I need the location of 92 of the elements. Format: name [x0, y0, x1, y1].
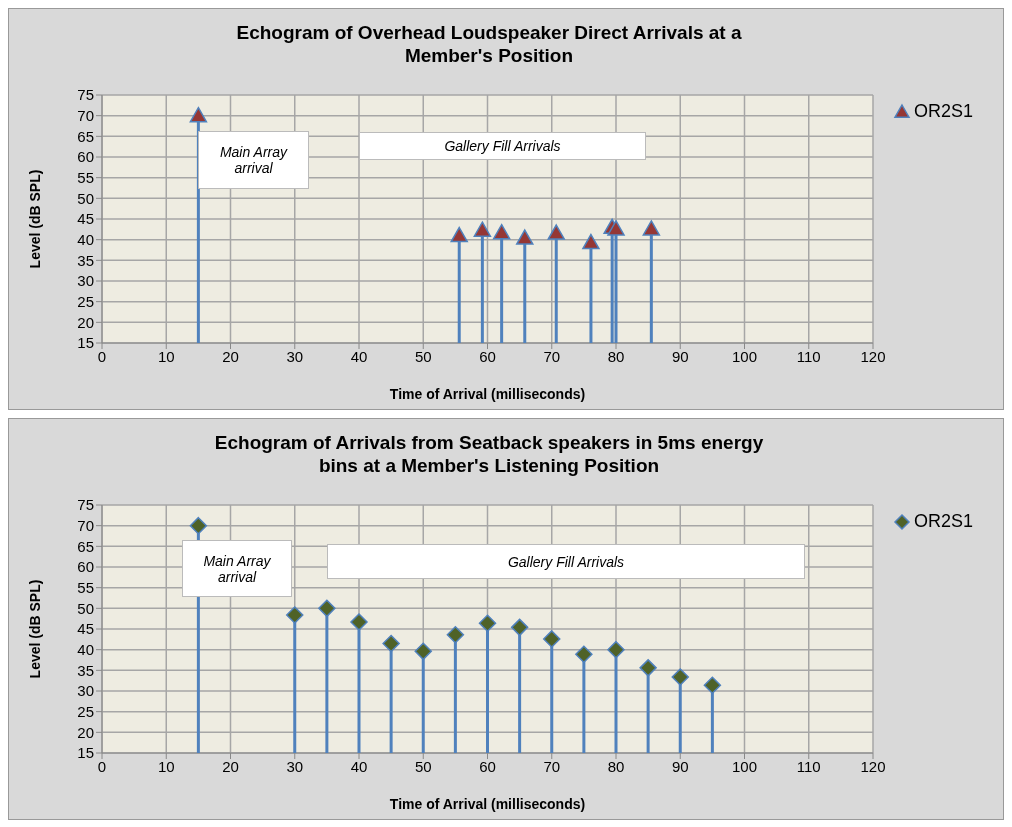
y-tick-label: 40: [77, 640, 94, 658]
point: [516, 229, 534, 245]
point: [671, 668, 689, 686]
x-tick-label: 100: [731, 347, 758, 365]
point: [318, 599, 336, 618]
y-tick-label: 25: [77, 292, 94, 310]
y-tick-label: 65: [77, 127, 94, 145]
y-tick-label: 60: [77, 148, 94, 166]
y-tick-label: 25: [77, 702, 94, 720]
x-tick-label: 0: [97, 757, 107, 775]
point: [703, 676, 722, 694]
x-tick-label: 90: [671, 347, 689, 365]
y-tick-label: 40: [77, 230, 94, 248]
point: [478, 614, 497, 632]
text-box: Main Array arrival: [198, 131, 309, 189]
y-tick-label: 15: [77, 334, 94, 352]
point: [414, 642, 432, 661]
point: [450, 226, 468, 243]
point: [350, 613, 368, 631]
x-tick-label: 20: [222, 347, 239, 365]
y-tick-label: 70: [77, 516, 94, 534]
point: [607, 220, 625, 236]
x-tick-label: 120: [860, 757, 886, 775]
y-tick-label: 20: [77, 313, 94, 331]
y-tick-label: 60: [77, 558, 94, 576]
y-tick-label: 70: [77, 106, 94, 124]
y-tick-label: 35: [77, 661, 94, 679]
point: [446, 626, 465, 644]
x-tick-label: 10: [157, 757, 175, 775]
x-tick-label: 50: [414, 757, 432, 775]
x-tick-label: 120: [860, 347, 886, 365]
y-tick-label: 50: [77, 189, 94, 207]
point: [575, 645, 593, 663]
annotation: Main Array arrival: [218, 144, 289, 176]
y-tick-label: 20: [77, 723, 94, 741]
y-tick-label: 50: [77, 599, 94, 617]
x-tick-label: 110: [796, 757, 821, 775]
point: [639, 659, 657, 677]
y-tick-label: 55: [77, 578, 94, 596]
annotation: Gallery Fill Arrivals: [444, 138, 561, 154]
point: [492, 223, 511, 240]
y-tick-label: 30: [77, 682, 94, 700]
y-tick-label: 45: [77, 210, 94, 228]
x-axis-title: Time of Arrival (milliseconds): [389, 796, 586, 812]
point: [547, 224, 565, 240]
point: [642, 220, 661, 236]
text-box: Main Array arrival: [182, 540, 292, 597]
x-tick-label: 60: [479, 347, 496, 365]
y-tick-label: 45: [77, 620, 94, 638]
y-tick-label: 65: [77, 537, 94, 555]
x-tick-label: 60: [479, 757, 496, 775]
x-tick-label: 70: [543, 347, 561, 365]
text-box: Gallery Fill Arrivals: [327, 544, 805, 579]
point: [582, 233, 600, 250]
x-tick-label: 100: [731, 757, 758, 775]
x-tick-label: 40: [350, 347, 368, 365]
x-tick-label: 10: [157, 347, 175, 365]
x-tick-label: 90: [671, 757, 689, 775]
chart-title: Echogram of Arrivals from Seatback speakers in 5ms energy bins at a Member's Listening Position: [213, 431, 765, 477]
point: [189, 106, 208, 123]
x-tick-label: 30: [286, 347, 304, 365]
legend-label: OR2S1: [914, 511, 974, 532]
x-tick-label: 20: [222, 757, 239, 775]
y-tick-label: 75: [77, 496, 94, 514]
text-box: Gallery Fill Arrivals: [359, 132, 646, 160]
x-tick-label: 70: [543, 757, 561, 775]
x-tick-label: 110: [796, 347, 821, 365]
point: [510, 618, 529, 637]
chart-title: Echogram of Overhead Loudspeaker Direct Arrivals at a Member's Position: [235, 21, 743, 67]
point: [473, 221, 492, 237]
annotation: Gallery Fill Arrivals: [507, 553, 625, 570]
x-tick-label: 80: [607, 347, 625, 365]
y-tick-label: 55: [77, 168, 94, 186]
x-axis-title: Time of Arrival (milliseconds): [389, 386, 586, 402]
point: [607, 640, 625, 659]
point: [286, 606, 304, 624]
x-tick-label: 50: [414, 347, 432, 365]
x-tick-label: 40: [350, 757, 368, 775]
x-tick-label: 80: [607, 757, 625, 775]
y-tick-label: 75: [77, 86, 94, 104]
y-tick-label: 35: [77, 251, 94, 269]
y-tick-label: 15: [77, 744, 94, 762]
y-tick-label: 30: [77, 272, 94, 290]
x-tick-label: 30: [286, 757, 304, 775]
point: [543, 630, 561, 648]
point: [382, 634, 400, 653]
x-tick-label: 0: [97, 347, 107, 365]
annotation: Main Array arrival: [202, 552, 272, 585]
y-axis-title: Level (dB SPL): [26, 169, 43, 269]
y-axis-title: Level (dB SPL): [26, 579, 43, 679]
legend-label: OR2S1: [914, 101, 974, 122]
point: [189, 516, 208, 535]
